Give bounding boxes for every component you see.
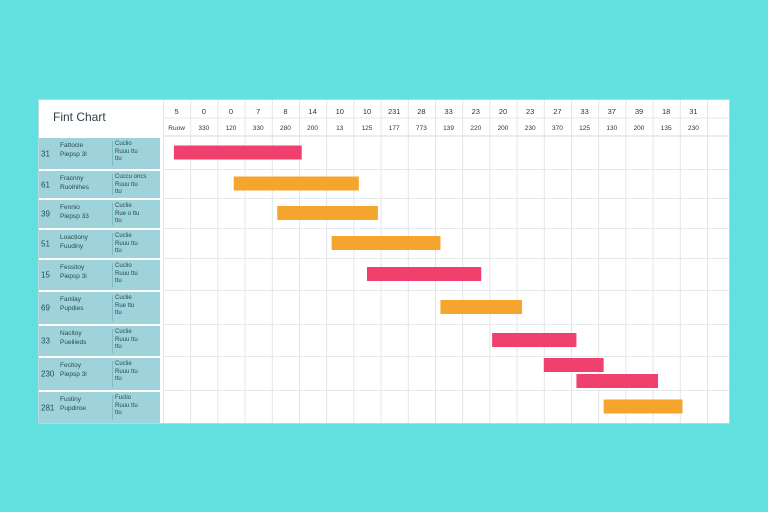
task-name: Fustiny Pupdiroe [60, 396, 87, 412]
column-label-bottom: 230 [688, 125, 699, 132]
column-label-bottom: 120 [226, 125, 237, 132]
task-number: 31 [41, 149, 50, 158]
column-label-bottom: 200 [634, 125, 645, 132]
column-label-bottom: 773 [416, 125, 427, 132]
column-label-top: 0 [202, 107, 206, 116]
column-label-top: 10 [336, 107, 344, 116]
column-label-bottom: 330 [253, 125, 264, 132]
gantt-plot: 5 0 0 7 8 14 10 10 231 28 33 23 20 23 27 33 37 39 18 31 Ruow… [163, 100, 729, 423]
column-label-top: 28 [417, 107, 425, 116]
task-number: 15 [41, 270, 50, 280]
gantt-bar [492, 333, 577, 347]
task-name: Fessitoy Piepsp 3l [60, 264, 87, 280]
task-row: 15 Fessitoy Piepsp 3l Cuclio Ruuu ttu ttu [39, 258, 160, 290]
task-row: 69 Fanilay Pupdies Cuclie Rue ttu ttu [39, 290, 160, 324]
gantt-bar [331, 236, 441, 250]
column-label-bottom: 125 [579, 125, 590, 132]
column-label-bottom: 370 [552, 125, 563, 132]
column-label-top: 33 [444, 107, 452, 116]
column-label-top: 37 [608, 107, 616, 116]
gantt-bar [603, 399, 683, 414]
column-label-bottom: 13 [336, 125, 344, 132]
task-row: 281 Fustiny Pupdiroe Fuclio Ruuu ttu ttu [39, 390, 160, 423]
gantt-bar [367, 267, 482, 281]
task-row: 33 Nacltoy Pueilieds Cuclie Ruuu ttu ttu [39, 324, 160, 356]
task-name: Fennio Piepsp 33 [60, 204, 89, 220]
task-detail: Cuclie Ruuu ttu ttu [112, 329, 163, 353]
column-label-bottom: 220 [470, 125, 481, 132]
task-detail: Cuclie Rue o ttu ttu [112, 203, 163, 225]
column-label-bottom: 177 [389, 125, 400, 132]
task-row: 61 Fracnny Ruoihihes Cuccu oncs Ruuu ttu t… [39, 169, 160, 198]
task-detail: Fuclio Ruuu ttu ttu [112, 395, 163, 420]
task-name: Loactiony Fuudiny [60, 234, 88, 250]
task-detail: Cuclio Ruuu ttu ttu [112, 141, 163, 166]
column-label-top: 14 [308, 107, 316, 116]
task-name: Fattocle Piepsp 3l [60, 142, 87, 158]
column-label-top: 10 [363, 107, 371, 116]
task-number: 51 [41, 239, 50, 249]
gantt-bar [440, 300, 523, 314]
task-row: 39 Fennio Piepsp 33 Cuclie Rue o ttu ttu [39, 198, 160, 228]
column-label-bottom: 130 [606, 125, 617, 132]
gantt-bar [543, 358, 604, 372]
column-label-top: 39 [635, 107, 643, 116]
column-label-top: 23 [526, 107, 534, 116]
task-number: 281 [41, 403, 55, 412]
column-label-top: 33 [580, 107, 588, 116]
column-label-bottom: Ruow [168, 125, 185, 132]
task-number: 230 [41, 369, 55, 379]
gantt-bar [277, 206, 378, 220]
task-detail: Cuclie Rue ttu ttu [112, 295, 163, 321]
column-label-bottom: 230 [525, 125, 536, 132]
task-name: Fanilay Pupdies [60, 296, 84, 312]
column-label-top: 20 [499, 107, 507, 116]
gantt-bar [576, 374, 659, 388]
column-label-bottom: 125 [362, 125, 373, 132]
column-label-bottom: 139 [443, 125, 454, 132]
column-label-top: 5 [175, 107, 179, 116]
task-row: 51 Loactiony Fuudiny Cuclie Ruuu ttu ttu [39, 228, 160, 258]
column-label-bottom: 280 [280, 125, 291, 132]
task-detail: Cuclio Ruuu ttu ttu [112, 263, 163, 287]
column-label-top: 0 [229, 107, 233, 116]
column-label-top: 31 [689, 107, 697, 116]
column-label-top: 231 [388, 107, 401, 116]
task-detail: Cuccu oncs Ruuu ttu ttu [112, 174, 163, 195]
chart-title: Fint Chart [53, 110, 106, 124]
column-label-top: 18 [662, 107, 670, 116]
column-label-top: 23 [472, 107, 480, 116]
column-label-top: 8 [283, 107, 287, 116]
column-label-bottom: 330 [198, 125, 209, 132]
gantt-chart: Fint Chart 31 Fattocle Piepsp 3l Cuclio Ru… [38, 99, 730, 424]
task-number: 39 [41, 209, 50, 219]
gantt-bar [173, 145, 302, 160]
task-number: 61 [41, 180, 50, 189]
task-number: 69 [41, 303, 50, 313]
column-label-top: 27 [553, 107, 561, 116]
column-label-bottom: 135 [661, 125, 672, 132]
task-list: Fint Chart 31 Fattocle Piepsp 3l Cuclio Ru… [39, 100, 163, 423]
task-name: Fecitoy Piepsp 3l [60, 362, 87, 378]
task-number: 33 [41, 336, 50, 346]
task-detail: Cuclie Ruuu ttu ttu [112, 361, 163, 387]
task-name: Fracnny Ruoihihes [60, 175, 89, 191]
task-name: Nacltoy Pueilieds [60, 330, 87, 346]
task-detail: Cuclie Ruuu ttu ttu [112, 233, 163, 255]
column-label-top: 7 [256, 107, 260, 116]
gantt-bar [233, 176, 359, 191]
task-row: 230 Fecitoy Piepsp 3l Cuclie Ruuu ttu ttu [39, 356, 160, 390]
column-label-bottom: 200 [307, 125, 318, 132]
task-row: 31 Fattocle Piepsp 3l Cuclio Ruuu ttu ttu [39, 136, 160, 169]
column-label-bottom: 200 [498, 125, 509, 132]
